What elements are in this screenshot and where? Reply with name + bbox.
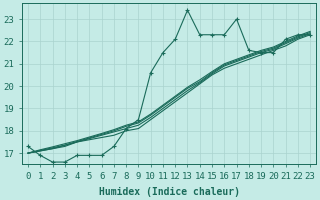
X-axis label: Humidex (Indice chaleur): Humidex (Indice chaleur) (99, 186, 240, 197)
